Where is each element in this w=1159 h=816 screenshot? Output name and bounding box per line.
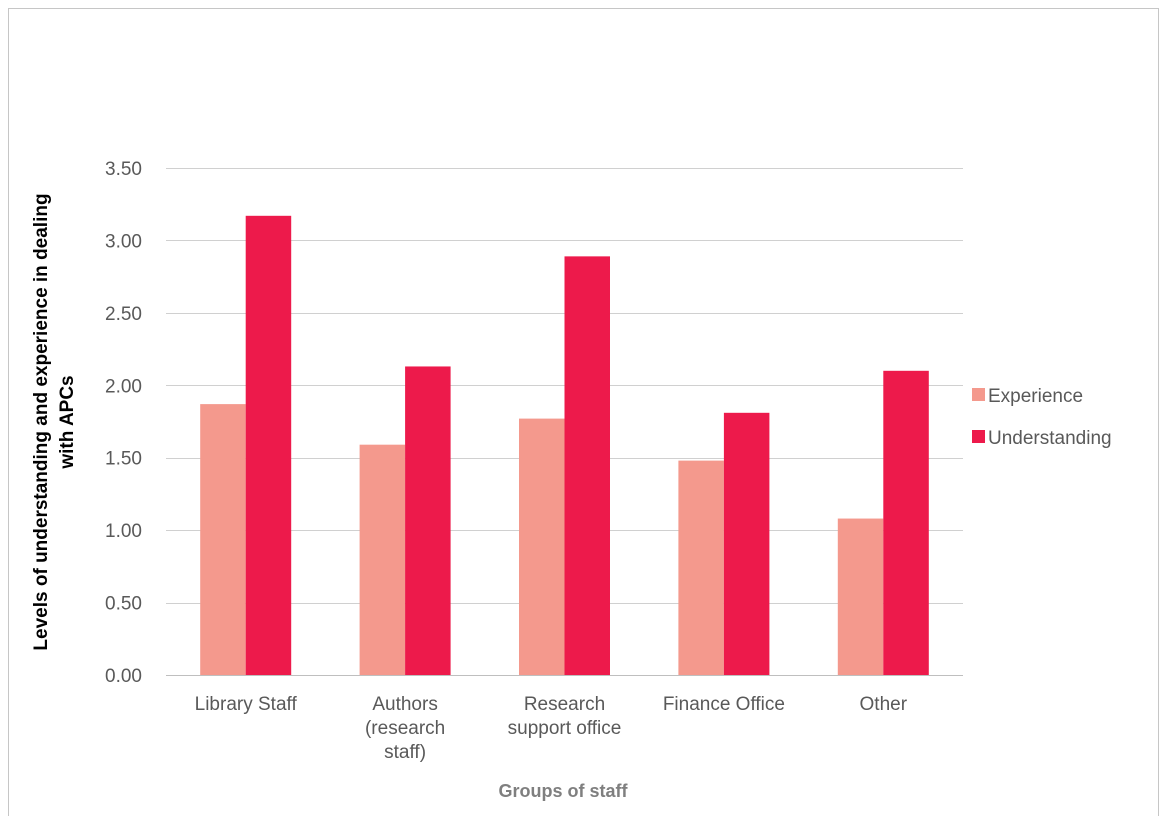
x-category-label: Authors (372, 694, 437, 715)
legend-label: Experience (988, 386, 1083, 407)
bar-understanding-2 (564, 256, 610, 675)
y-tick-label: 0.00 (105, 666, 142, 687)
x-category-label: Library Staff (195, 694, 298, 715)
bar-understanding-1 (405, 366, 451, 675)
y-axis-title: Levels of understanding and experience i… (31, 193, 78, 650)
bar-experience-4 (837, 518, 884, 675)
x-category-label: staff) (384, 742, 426, 763)
bar-understanding-0 (245, 215, 292, 675)
y-tick-label: 0.50 (105, 594, 142, 615)
legend-swatch (972, 430, 985, 443)
y-axis-title-line: Levels of understanding and experience i… (31, 193, 52, 650)
bar-experience-1 (359, 444, 406, 675)
x-category-label: (research (365, 718, 445, 739)
legend: Experience Understanding (972, 386, 1112, 449)
x-axis-categories: Library Staff Authors (research staff) Resea… (195, 694, 908, 763)
legend-label: Understanding (988, 428, 1112, 449)
x-category-label: Finance Office (663, 694, 785, 715)
y-axis-title-line: with APCs (57, 375, 78, 469)
x-axis-title: Groups of staff (499, 781, 629, 801)
bar-understanding-4 (883, 370, 929, 675)
y-tick-label: 3.50 (105, 159, 142, 180)
y-axis-ticks: 0.00 0.50 1.00 1.50 2.00 2.50 3.00 3.50 (105, 159, 142, 687)
bar-experience-0 (200, 404, 246, 675)
bars (200, 215, 929, 675)
x-category-label: Other (860, 694, 908, 715)
x-category-label: support office (508, 718, 622, 739)
x-category-label: Research (524, 694, 605, 715)
y-tick-label: 1.00 (105, 521, 142, 542)
y-tick-label: 2.00 (105, 376, 142, 397)
y-tick-label: 2.50 (105, 304, 142, 325)
bar-understanding-3 (723, 412, 770, 675)
y-tick-label: 3.00 (105, 231, 142, 252)
bar-experience-3 (678, 460, 724, 675)
bar-experience-2 (519, 418, 565, 675)
legend-swatch (972, 388, 985, 401)
y-tick-label: 1.50 (105, 449, 142, 470)
